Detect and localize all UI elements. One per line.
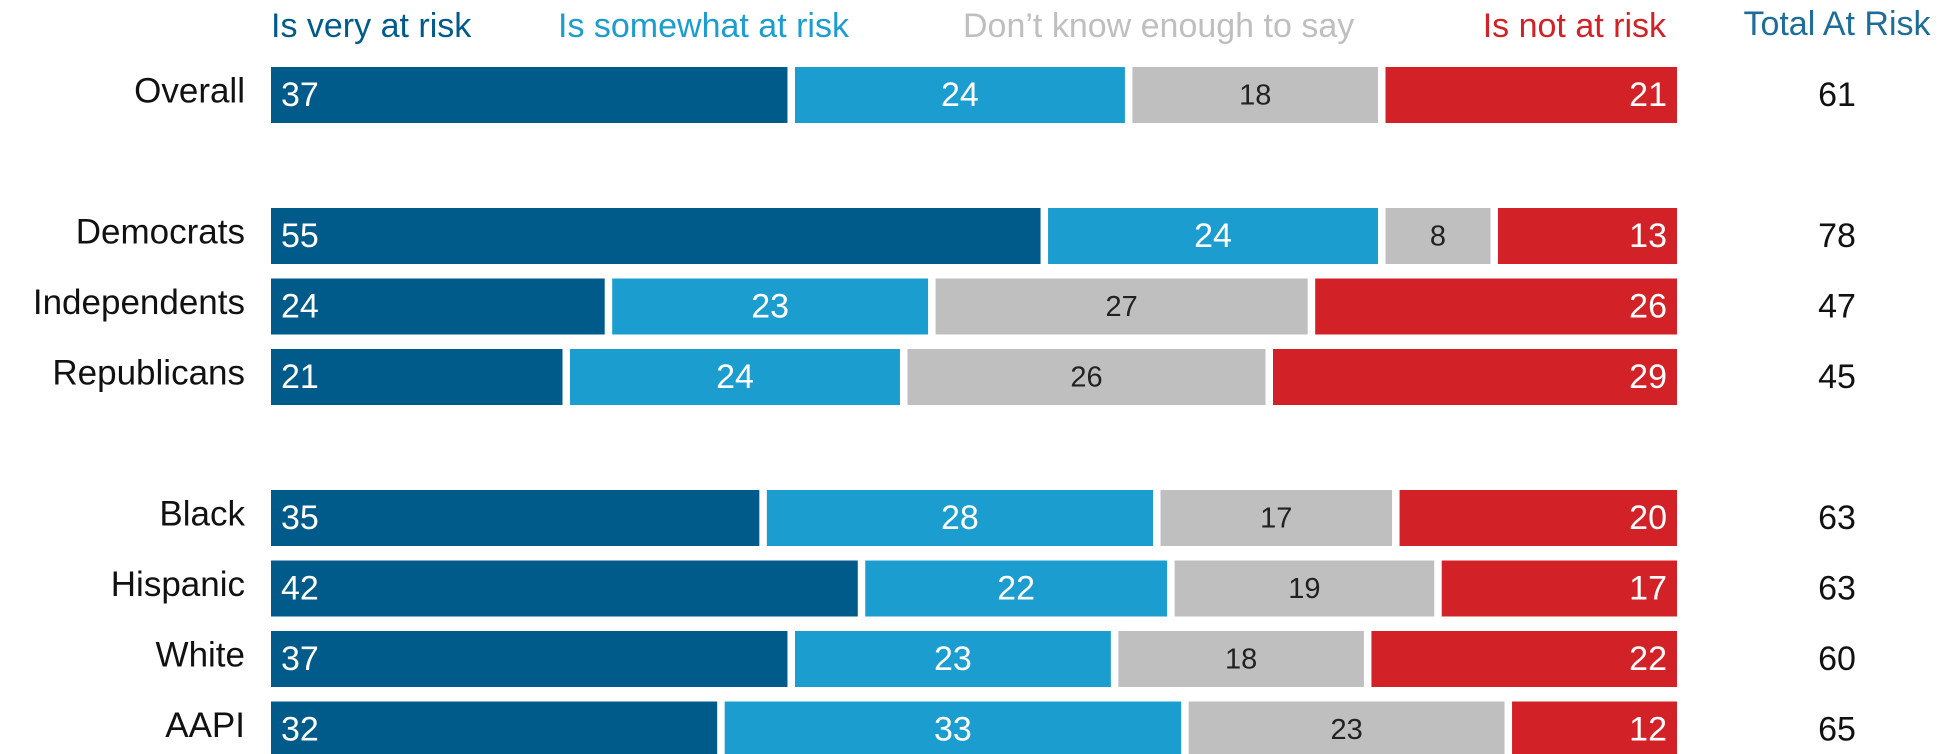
bar-segment xyxy=(794,631,1111,687)
value-label: 42 xyxy=(281,569,319,607)
value-label: 37 xyxy=(281,76,319,114)
bar-segment xyxy=(1160,490,1393,546)
total-value: 63 xyxy=(1818,569,1856,607)
bar-segment xyxy=(1273,349,1677,405)
bar-segment xyxy=(271,67,788,123)
value-label: 24 xyxy=(941,76,979,114)
category-label: Independents xyxy=(33,283,245,322)
value-label: 24 xyxy=(281,287,319,325)
bar-segment xyxy=(1048,208,1378,264)
total-value: 65 xyxy=(1818,710,1856,748)
bar-segment xyxy=(766,490,1154,546)
value-label: 26 xyxy=(1629,287,1667,325)
bar-segment xyxy=(1174,560,1435,617)
bar-segment xyxy=(724,701,1182,754)
bar-segment xyxy=(1315,278,1677,335)
bar-segment xyxy=(271,278,605,335)
value-label: 23 xyxy=(1330,714,1362,746)
legend-label: Is not at risk xyxy=(1483,7,1667,45)
legend-label: Is very at risk xyxy=(271,7,472,45)
bar-segment xyxy=(570,349,900,405)
bar-segment xyxy=(1132,67,1378,123)
category-label: Overall xyxy=(134,71,245,110)
value-label: 28 xyxy=(941,499,979,537)
bar-segment xyxy=(271,208,1041,264)
legend-label: Is somewhat at risk xyxy=(558,7,850,45)
value-label: 27 xyxy=(1105,291,1137,323)
bar-segment xyxy=(794,67,1125,123)
value-label: 17 xyxy=(1629,569,1667,607)
value-label: 21 xyxy=(281,358,319,396)
bar-segment xyxy=(935,278,1308,335)
bar-segment xyxy=(271,490,760,546)
value-label: 23 xyxy=(751,287,789,325)
value-label: 8 xyxy=(1430,221,1446,253)
value-label: 37 xyxy=(281,640,319,678)
bar-segment xyxy=(1399,490,1677,546)
value-label: 26 xyxy=(1070,362,1102,394)
value-label: 32 xyxy=(281,710,319,748)
value-label: 18 xyxy=(1239,80,1271,112)
bar-segment xyxy=(1512,701,1677,754)
value-label: 29 xyxy=(1629,358,1667,396)
value-label: 22 xyxy=(997,569,1035,607)
category-label: Republicans xyxy=(52,353,245,392)
value-label: 23 xyxy=(934,640,972,678)
total-value: 47 xyxy=(1818,287,1856,325)
bar-segment xyxy=(1118,631,1364,687)
bar-segment xyxy=(1385,208,1491,264)
bar-segment xyxy=(1441,560,1677,617)
value-label: 35 xyxy=(281,499,319,537)
bar-segment xyxy=(271,631,788,687)
value-label: 17 xyxy=(1260,503,1292,535)
bar-segment xyxy=(1385,67,1677,123)
value-label: 24 xyxy=(1194,217,1232,255)
category-label: AAPI xyxy=(165,706,245,745)
value-label: 22 xyxy=(1629,640,1667,678)
value-label: 13 xyxy=(1629,217,1667,255)
bar-segment xyxy=(907,349,1266,405)
total-value: 61 xyxy=(1818,76,1856,114)
value-label: 33 xyxy=(934,710,972,748)
value-label: 21 xyxy=(1629,76,1667,114)
value-label: 18 xyxy=(1225,644,1257,676)
value-label: 24 xyxy=(716,358,754,396)
total-value: 60 xyxy=(1818,640,1856,678)
total-value: 45 xyxy=(1818,358,1856,396)
bar-segment xyxy=(612,278,929,335)
category-label: Black xyxy=(159,494,245,533)
category-label: White xyxy=(156,635,245,674)
category-label: Democrats xyxy=(76,212,245,251)
bar-segment xyxy=(271,349,563,405)
legend-label: Don’t know enough to say xyxy=(963,7,1354,45)
value-label: 12 xyxy=(1629,710,1667,748)
bar-segment xyxy=(271,560,858,617)
bar-segment xyxy=(1188,701,1505,754)
bar-segment xyxy=(865,560,1168,617)
bar-segment xyxy=(1371,631,1677,687)
total-value: 63 xyxy=(1818,499,1856,537)
value-label: 19 xyxy=(1288,573,1320,605)
bar-segment xyxy=(1497,208,1677,264)
value-label: 20 xyxy=(1629,499,1667,537)
bar-segment xyxy=(271,701,718,754)
totals-header: Total At Risk xyxy=(1743,5,1931,43)
category-label: Hispanic xyxy=(111,565,245,604)
total-value: 78 xyxy=(1818,217,1856,255)
value-label: 55 xyxy=(281,217,319,255)
